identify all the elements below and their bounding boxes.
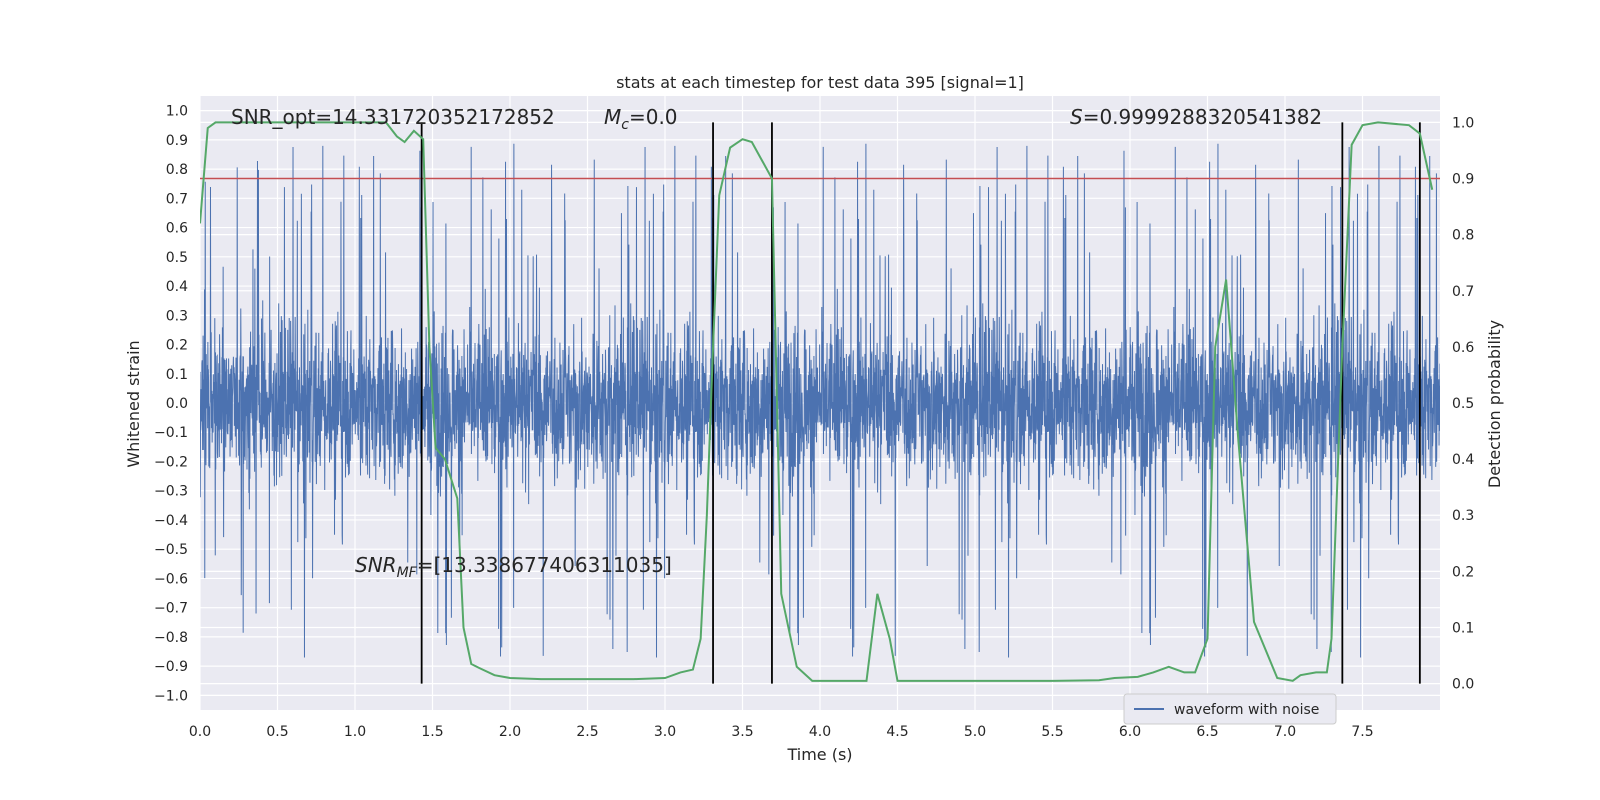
snr-mf-symbol: SNR xyxy=(355,553,397,577)
y-tick-label: −0.6 xyxy=(154,571,188,587)
y-tick-label: 0.9 xyxy=(166,133,188,149)
y-tick-label: −0.2 xyxy=(154,454,188,470)
y2-tick-label: 0.4 xyxy=(1452,452,1474,468)
x-tick-label: 0.5 xyxy=(266,724,288,740)
y2-tick-label: 0.9 xyxy=(1452,172,1474,188)
mc-annotation: Mc=0.0 xyxy=(604,105,678,133)
y-tick-label: 0.3 xyxy=(166,308,188,324)
y-tick-label: −0.1 xyxy=(154,425,188,441)
y-tick-label: −0.3 xyxy=(154,484,188,500)
y-tick-label: 0.0 xyxy=(166,396,188,412)
y2-tick-label: 1.0 xyxy=(1452,115,1474,131)
mc-subscript: c xyxy=(621,117,629,133)
y-tick-label: −0.5 xyxy=(154,542,188,558)
y2-tick-label: 0.5 xyxy=(1452,396,1474,412)
y-tick-label: 0.2 xyxy=(166,338,188,354)
y2-tick-label: 0.7 xyxy=(1452,284,1474,300)
x-tick-label: 3.0 xyxy=(654,724,676,740)
s-value: =0.9999288320541382 xyxy=(1083,105,1322,129)
snr-mf-annotation: SNRMF=[13.338677406311035] xyxy=(355,553,672,581)
snr-mf-value: =[13.338677406311035] xyxy=(417,553,672,577)
y-tick-label: 0.6 xyxy=(166,221,188,237)
x-tick-label: 5.0 xyxy=(964,724,986,740)
s-annotation: S=0.9999288320541382 xyxy=(1070,105,1322,129)
y2-tick-label: 0.1 xyxy=(1452,620,1474,636)
legend-entry: waveform with noise xyxy=(1174,702,1319,718)
x-tick-label: 2.0 xyxy=(499,724,521,740)
waveform-series xyxy=(200,143,1440,658)
mc-value: =0.0 xyxy=(629,105,678,129)
x-tick-label: 2.5 xyxy=(576,724,598,740)
mc-symbol: M xyxy=(604,105,621,129)
x-tick-label: 3.5 xyxy=(731,724,753,740)
y-tick-label: 0.1 xyxy=(166,367,188,383)
y-tick-label: 0.7 xyxy=(166,191,188,207)
legend-box xyxy=(1123,693,1337,725)
y-axis-label: Whitened strain xyxy=(124,340,143,467)
y-tick-label: −1.0 xyxy=(154,688,188,704)
waveform-line xyxy=(200,143,1440,658)
y-tick-label: −0.9 xyxy=(154,659,188,675)
probability-line xyxy=(200,121,1434,682)
x-tick-label: 6.0 xyxy=(1119,724,1141,740)
y-tick-label: 0.8 xyxy=(166,162,188,178)
probability-series xyxy=(200,121,1434,682)
x-tick-label: 7.0 xyxy=(1274,724,1296,740)
x-tick-label: 1.5 xyxy=(421,724,443,740)
y-tick-labels: −1.0 −0.9 −0.8 −0.7 −0.6 −0.5 −0.4 −0.3 −0.2 −0.1… xyxy=(154,104,188,705)
x-tick-labels: 0.0 0.5 1.0 1.5 2.0 2.5 3.0 3.5 4.0 4.5 5.0 5.5 6.0 6… xyxy=(189,724,1374,740)
snr-opt-annotation: SNR_opt=14.331720352172852 xyxy=(231,105,555,129)
x-tick-label: 4.5 xyxy=(886,724,908,740)
x-tick-label: 0.0 xyxy=(189,724,211,740)
x-tick-label: 5.5 xyxy=(1041,724,1063,740)
y-tick-label: −0.7 xyxy=(154,601,188,617)
y2-tick-labels: 0.0 0.1 0.2 0.3 0.4 0.5 0.6 0.7 0.8 0.9 1.0 xyxy=(1452,115,1474,692)
y2-tick-label: 0.8 xyxy=(1452,228,1474,244)
y2-tick-label: 0.2 xyxy=(1452,564,1474,580)
snr-mf-subscript: MF xyxy=(397,565,418,581)
y-tick-label: −0.8 xyxy=(154,630,188,646)
x-axis-label: Time (s) xyxy=(786,745,852,764)
y2-tick-label: 0.3 xyxy=(1452,508,1474,524)
y2-tick-label: 0.6 xyxy=(1452,340,1474,356)
y-tick-label: 0.5 xyxy=(166,250,188,266)
s-symbol: S xyxy=(1070,105,1083,129)
x-tick-label: 1.0 xyxy=(344,724,366,740)
y-tick-label: 1.0 xyxy=(166,104,188,120)
y2-axis-label: Detection probability xyxy=(1485,320,1504,488)
x-tick-label: 6.5 xyxy=(1196,724,1218,740)
y-tick-label: 0.4 xyxy=(166,279,188,295)
x-tick-label: 4.0 xyxy=(809,724,831,740)
legend: waveform with noise xyxy=(1123,693,1337,725)
chart-title: stats at each timestep for test data 395… xyxy=(616,73,1024,92)
y-tick-label: −0.4 xyxy=(154,513,188,529)
x-tick-label: 7.5 xyxy=(1351,724,1373,740)
y2-tick-label: 0.0 xyxy=(1452,677,1474,693)
